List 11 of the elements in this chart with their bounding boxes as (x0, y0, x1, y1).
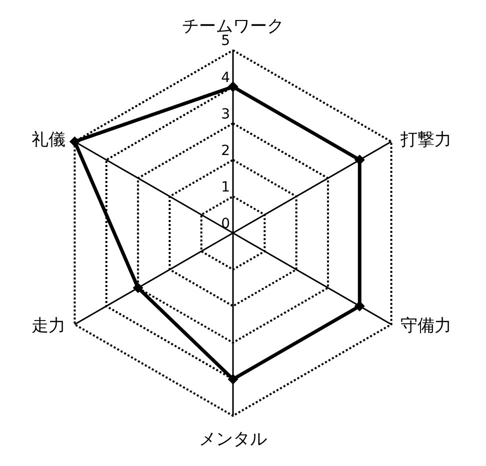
y-tick-label: 1 (221, 179, 230, 196)
spoke-label: メンタル (199, 430, 267, 450)
spoke-label: 走力 (32, 316, 66, 336)
spoke-label: 打撃力 (399, 130, 452, 150)
spoke-label: 守備力 (400, 316, 452, 336)
spoke-label: 礼儀 (32, 130, 66, 150)
y-tick-label: 5 (221, 33, 230, 50)
y-tick-label: 2 (221, 142, 230, 159)
y-tick-label: 0 (221, 216, 230, 232)
y-tick-label: 3 (221, 106, 230, 122)
y-tick-label: 4 (221, 70, 230, 86)
